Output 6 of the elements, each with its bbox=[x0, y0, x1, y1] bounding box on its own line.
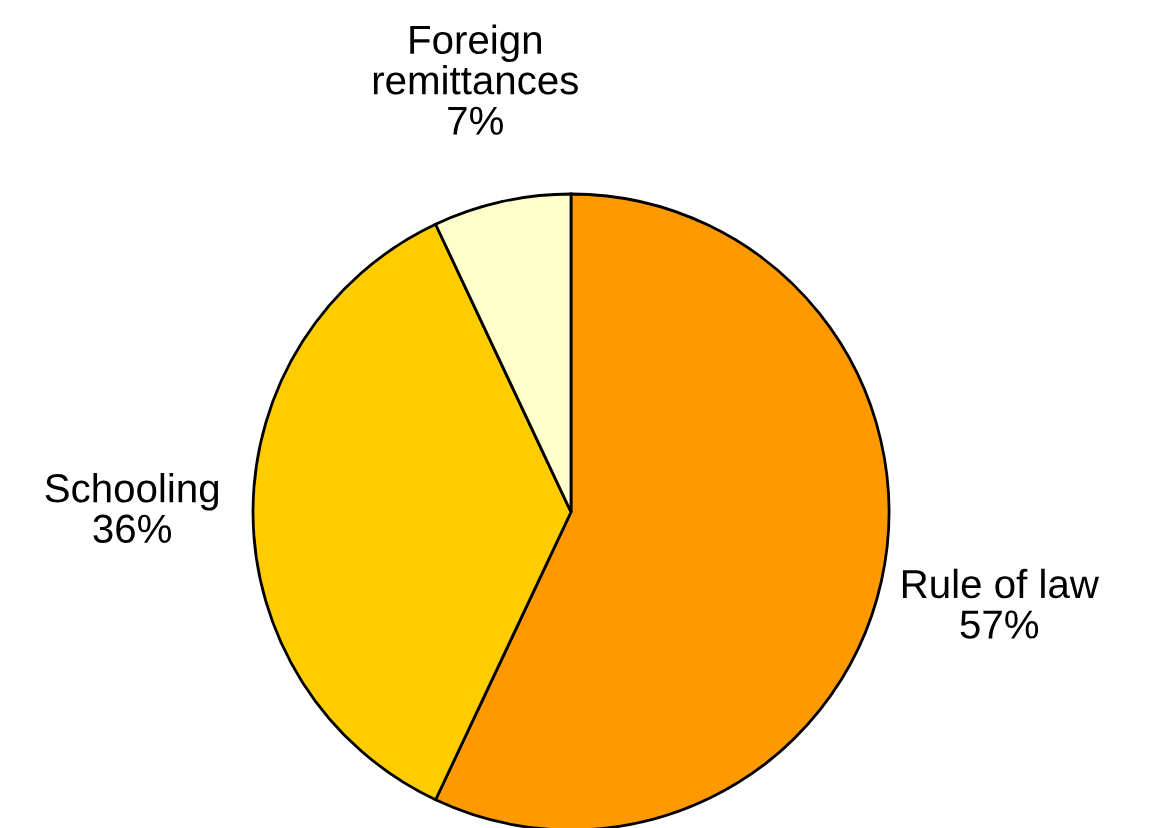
slice-label: Foreign remittances bbox=[373, 24, 578, 95]
data-label: 36% bbox=[93, 514, 172, 544]
slice-label: Schooling bbox=[45, 472, 219, 511]
slice-label: Rule of law bbox=[902, 568, 1099, 599]
data-label: 57% bbox=[960, 610, 1039, 639]
data-label: 7% bbox=[448, 106, 503, 135]
